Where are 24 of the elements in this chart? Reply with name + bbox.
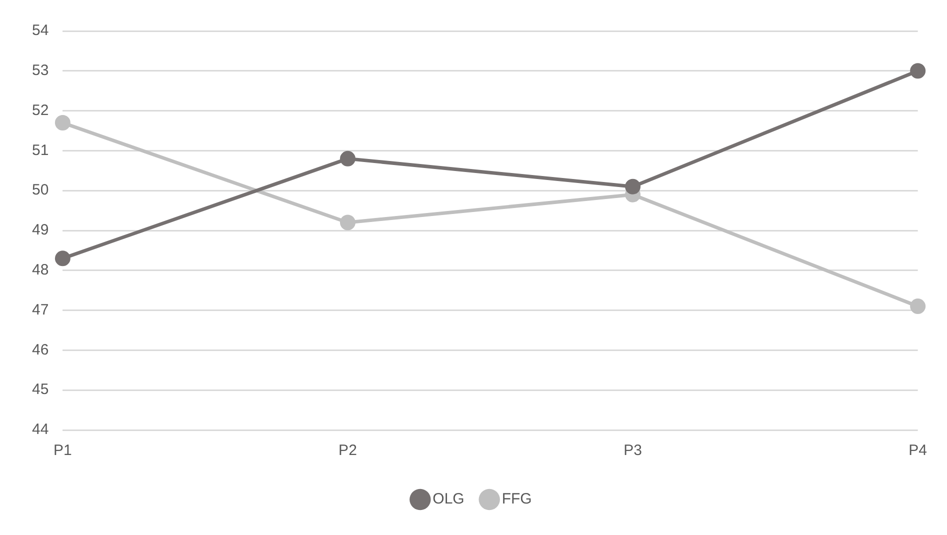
x-tick-label: P3 <box>624 442 642 460</box>
x-tick-label: P1 <box>54 442 72 460</box>
y-tick-label: 54 <box>32 22 49 40</box>
y-tick-label: 49 <box>32 222 49 239</box>
x-tick-label: P2 <box>338 442 357 460</box>
point <box>910 63 926 79</box>
legend-label: FFG <box>502 490 532 508</box>
point <box>340 150 356 166</box>
y-tick-label: 45 <box>32 381 49 398</box>
y-tick-label: 48 <box>32 262 49 279</box>
point <box>54 115 70 131</box>
point <box>54 250 70 266</box>
point <box>340 214 356 230</box>
point <box>910 298 926 314</box>
y-tick-label: 52 <box>32 102 49 119</box>
y-tick-label: 44 <box>32 421 49 438</box>
x-tick-label: P4 <box>908 442 928 460</box>
y-tick-label: 47 <box>32 301 49 318</box>
y-tick-label: 53 <box>32 62 49 80</box>
legend-label: OLG <box>432 490 464 508</box>
y-tick-label: 46 <box>32 341 49 358</box>
point <box>625 178 641 194</box>
y-tick-label: 50 <box>32 182 49 199</box>
y-tick-label: 51 <box>32 142 49 159</box>
